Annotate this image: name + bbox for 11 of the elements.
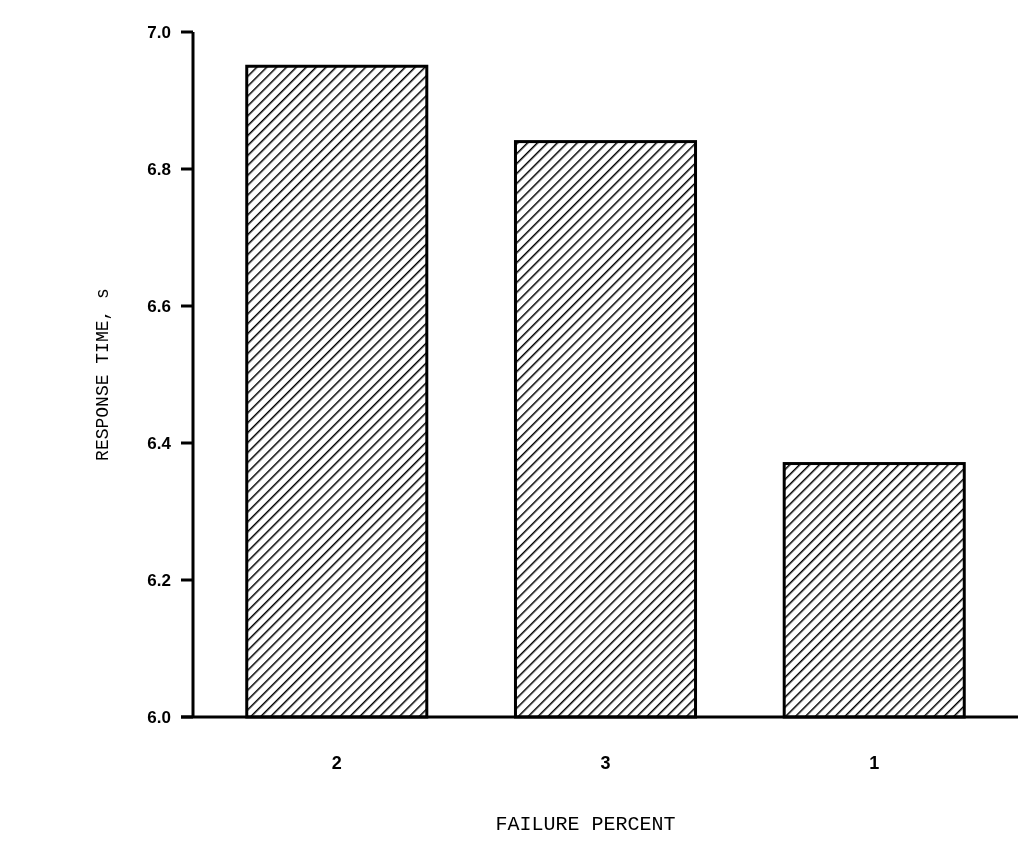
x-axis-title: FAILURE PERCENT <box>495 813 676 836</box>
y-axis-title: RESPONSE TIME, s <box>93 288 113 461</box>
y-tick-label: 6.4 <box>147 433 172 453</box>
x-tick-label: 2 <box>331 753 342 773</box>
y-tick-label: 7.0 <box>147 22 171 42</box>
y-tick-label: 6.6 <box>147 296 171 316</box>
x-tick-label: 1 <box>869 753 880 773</box>
x-tick-label: 3 <box>600 753 611 773</box>
y-tick-label: 6.8 <box>147 159 171 179</box>
y-tick-label: 6.2 <box>147 570 171 590</box>
y-tick-label: 6.0 <box>147 707 171 727</box>
